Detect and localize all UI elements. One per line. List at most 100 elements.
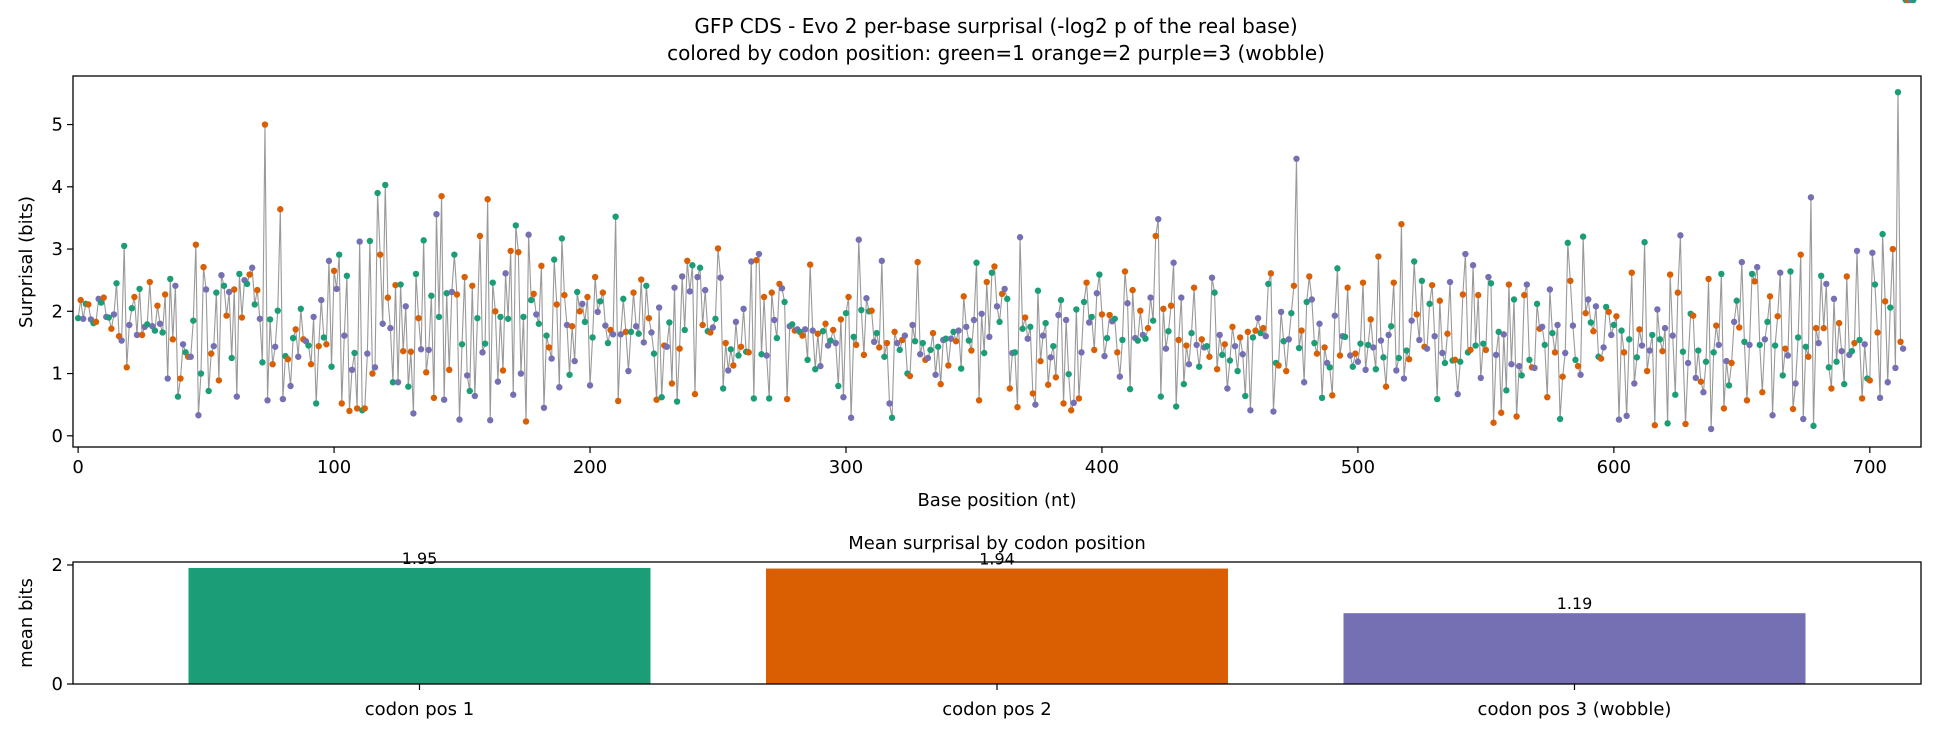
- surprisal-point-pos2: [1252, 327, 1259, 334]
- surprisal-point-pos3: [594, 308, 601, 316]
- surprisal-point-pos3: [371, 364, 379, 371]
- surprisal-point-pos1: [159, 329, 166, 336]
- surprisal-point-pos1: [1725, 382, 1733, 389]
- surprisal-point-pos1: [366, 237, 374, 245]
- surprisal-point-pos2: [1743, 397, 1751, 404]
- surprisal-point-pos2: [1805, 353, 1812, 360]
- surprisal-point-pos1: [612, 213, 619, 220]
- surprisal-point-pos3: [1892, 364, 1899, 372]
- surprisal-point-pos1: [120, 242, 128, 250]
- surprisal-point-pos1: [696, 264, 704, 271]
- surprisal-point-pos1: [504, 315, 512, 322]
- surprisal-point-pos2: [146, 278, 153, 286]
- surprisal-point-pos1: [1387, 323, 1395, 330]
- top-y-axis-label: Surprisal (bits): [16, 196, 37, 328]
- surprisal-point-pos3: [1224, 385, 1231, 392]
- surprisal-point-pos2: [92, 318, 100, 326]
- surprisal-point-pos2: [1091, 346, 1098, 354]
- bar-codon-pos-1: [188, 567, 651, 684]
- surprisal-point-pos2: [891, 328, 898, 336]
- surprisal-point-pos2: [1551, 349, 1559, 356]
- surprisal-point-pos1: [1027, 323, 1034, 331]
- surprisal-point-pos1: [981, 349, 988, 357]
- surprisal-point-pos3: [1531, 364, 1538, 372]
- surprisal-point-pos1: [635, 330, 642, 337]
- surprisal-point-pos2: [1106, 311, 1113, 319]
- surprisal-point-pos2: [1613, 313, 1620, 320]
- surprisal-point-pos3: [1462, 250, 1469, 258]
- surprisal-point-pos1: [1572, 356, 1579, 364]
- surprisal-point-pos2: [707, 329, 714, 336]
- surprisal-point-pos1: [1817, 272, 1825, 280]
- surprisal-point-pos2: [1436, 297, 1444, 304]
- surprisal-point-pos3: [824, 342, 832, 349]
- surprisal-point-pos3: [686, 288, 694, 295]
- surprisal-point-pos3: [502, 270, 509, 277]
- surprisal-point-pos1: [1856, 336, 1863, 344]
- surprisal-point-pos2: [1152, 232, 1159, 240]
- surprisal-point-pos2: [530, 290, 537, 298]
- bar-value-label: 1.94: [979, 550, 1015, 569]
- top-y-tick-label: 3: [52, 239, 63, 260]
- surprisal-point-pos3: [955, 327, 962, 334]
- surprisal-point-pos3: [1024, 335, 1031, 342]
- surprisal-point-pos3: [1439, 349, 1446, 357]
- surprisal-point-pos2: [638, 276, 645, 283]
- surprisal-point-pos2: [338, 400, 345, 407]
- surprisal-point-pos1: [727, 346, 735, 353]
- surprisal-point-pos2: [492, 308, 499, 315]
- surprisal-point-pos1: [512, 222, 519, 229]
- surprisal-point-pos3: [348, 366, 356, 374]
- surprisal-point-pos2: [760, 293, 768, 301]
- surprisal-point-pos2: [423, 369, 430, 376]
- surprisal-point-pos1: [758, 351, 765, 358]
- surprisal-point-pos2: [208, 350, 215, 357]
- surprisal-point-pos2: [906, 372, 914, 380]
- surprisal-point-pos2: [561, 291, 568, 299]
- surprisal-point-pos1: [1841, 380, 1848, 388]
- surprisal-point-pos2: [1198, 336, 1205, 343]
- bottom-title: Mean surprisal by codon position: [848, 533, 1145, 554]
- surprisal-point-pos2: [1866, 377, 1874, 384]
- surprisal-point-pos2: [1021, 314, 1029, 321]
- surprisal-point-pos2: [837, 316, 845, 323]
- surprisal-point-pos1: [965, 337, 973, 344]
- surprisal-point-pos1: [1303, 298, 1310, 306]
- surprisal-point-pos3: [678, 273, 686, 280]
- surprisal-point-pos1: [551, 256, 558, 263]
- bar-marks: 1.95 1.94 1.19: [188, 549, 1806, 684]
- surprisal-point-pos2: [952, 337, 960, 345]
- surprisal-point-pos2: [538, 262, 545, 270]
- surprisal-point-pos3: [970, 316, 978, 324]
- surprisal-point-pos1: [1748, 270, 1756, 278]
- surprisal-point-pos3: [1354, 358, 1362, 365]
- surprisal-point-pos2: [1390, 279, 1397, 286]
- surprisal-point-pos2: [254, 286, 261, 294]
- surprisal-point-pos2: [1083, 279, 1090, 286]
- surprisal-point-pos2: [876, 344, 883, 351]
- surprisal-point-pos1: [988, 269, 996, 276]
- top-y-tick-label: 0: [52, 426, 63, 447]
- surprisal-point-pos1: [1533, 300, 1541, 308]
- surprisal-point-pos3: [978, 310, 985, 317]
- surprisal-point-pos3: [1807, 194, 1815, 201]
- surprisal-point-pos1: [1395, 354, 1403, 362]
- surprisal-point-pos3: [1884, 379, 1891, 386]
- surprisal-point-pos2: [1321, 344, 1328, 351]
- surprisal-point-pos1: [489, 279, 496, 286]
- surprisal-point-pos1: [1196, 363, 1203, 370]
- surprisal-point-pos3: [763, 352, 770, 359]
- surprisal-point-pos3: [394, 379, 402, 386]
- surprisal-point-pos2: [1889, 245, 1897, 253]
- surprisal-point-pos2: [1666, 271, 1674, 278]
- top-y-tick-label: 4: [52, 177, 63, 198]
- surprisal-point-pos1: [428, 292, 435, 299]
- surprisal-point-pos1: [1311, 339, 1318, 347]
- surprisal-point-pos3: [1408, 317, 1415, 324]
- surprisal-point-pos2: [77, 296, 84, 304]
- surprisal-point-pos2: [438, 192, 445, 200]
- surprisal-point-pos1: [566, 371, 573, 378]
- surprisal-point-pos3: [1515, 362, 1523, 370]
- surprisal-point-pos2: [169, 336, 177, 343]
- surprisal-point-pos3: [179, 341, 187, 348]
